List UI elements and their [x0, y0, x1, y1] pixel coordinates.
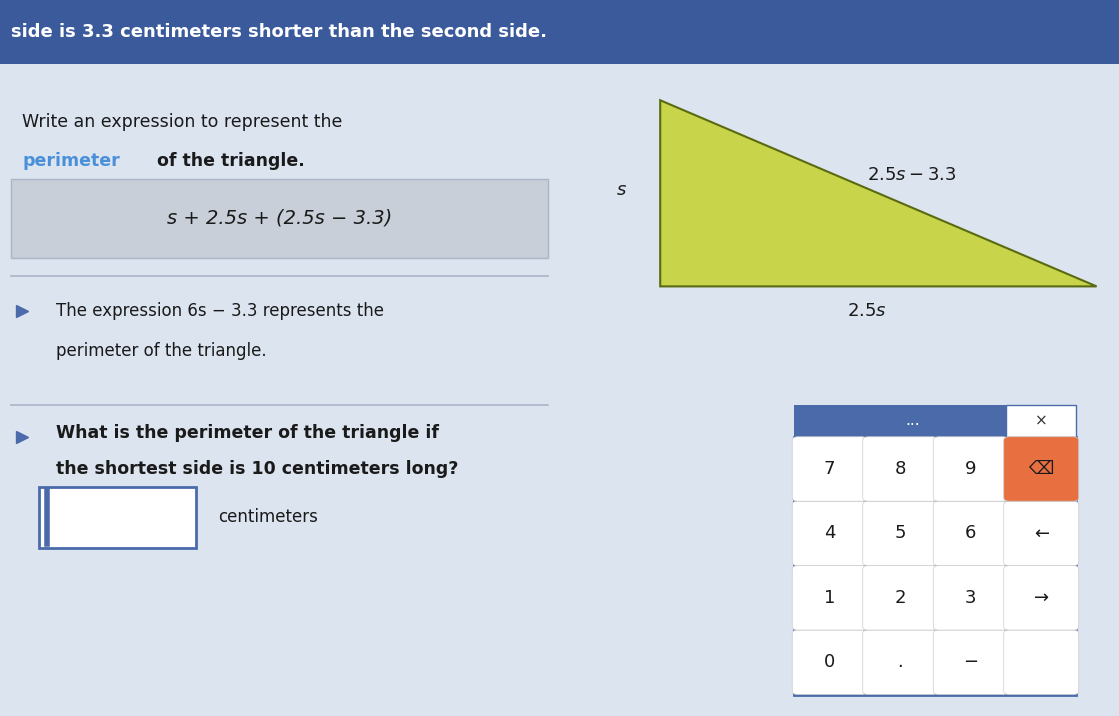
FancyBboxPatch shape: [1004, 501, 1079, 566]
FancyBboxPatch shape: [11, 179, 548, 258]
Text: 8: 8: [894, 460, 906, 478]
Text: 3: 3: [965, 589, 977, 607]
Text: side is 3.3 centimeters shorter than the second side.: side is 3.3 centimeters shorter than the…: [11, 23, 547, 42]
Polygon shape: [660, 100, 1097, 286]
FancyBboxPatch shape: [0, 64, 560, 716]
Text: What is the perimeter of the triangle if: What is the perimeter of the triangle if: [56, 424, 439, 442]
Text: 7: 7: [824, 460, 836, 478]
Text: perimeter: perimeter: [22, 152, 120, 170]
Text: ←: ←: [1034, 524, 1049, 543]
Text: ...: ...: [905, 413, 920, 428]
FancyBboxPatch shape: [792, 566, 867, 630]
FancyBboxPatch shape: [863, 501, 938, 566]
Text: s + 2.5s + (2.5s − 3.3): s + 2.5s + (2.5s − 3.3): [167, 209, 393, 228]
Text: 4: 4: [824, 524, 836, 543]
Text: ×: ×: [1035, 413, 1047, 428]
FancyBboxPatch shape: [1004, 437, 1079, 501]
Text: of the triangle.: of the triangle.: [151, 152, 304, 170]
Text: 5: 5: [894, 524, 906, 543]
FancyBboxPatch shape: [792, 501, 867, 566]
Text: $2.5s$: $2.5s$: [847, 302, 887, 321]
Text: −: −: [963, 653, 978, 672]
Text: 6: 6: [965, 524, 977, 543]
Text: 0: 0: [824, 653, 836, 672]
Text: Write an expression to represent the: Write an expression to represent the: [22, 112, 342, 131]
FancyBboxPatch shape: [792, 630, 867, 695]
FancyBboxPatch shape: [863, 566, 938, 630]
FancyBboxPatch shape: [933, 501, 1008, 566]
Text: $s$: $s$: [615, 180, 627, 199]
Text: $2.5s-3.3$: $2.5s-3.3$: [867, 166, 957, 185]
Text: .: .: [897, 653, 903, 672]
FancyBboxPatch shape: [933, 630, 1008, 695]
FancyBboxPatch shape: [794, 405, 1076, 437]
FancyBboxPatch shape: [560, 64, 1119, 716]
Text: ⌫: ⌫: [1028, 460, 1054, 478]
FancyBboxPatch shape: [792, 437, 867, 501]
Text: 9: 9: [965, 460, 977, 478]
FancyBboxPatch shape: [39, 487, 196, 548]
FancyBboxPatch shape: [794, 437, 1076, 695]
Text: 1: 1: [824, 589, 836, 607]
FancyBboxPatch shape: [1006, 405, 1076, 437]
FancyBboxPatch shape: [933, 437, 1008, 501]
Text: the shortest side is 10 centimeters long?: the shortest side is 10 centimeters long…: [56, 460, 459, 478]
Text: perimeter of the triangle.: perimeter of the triangle.: [56, 342, 266, 360]
FancyBboxPatch shape: [1004, 566, 1079, 630]
Text: 2: 2: [894, 589, 906, 607]
Text: centimeters: centimeters: [218, 508, 318, 526]
FancyBboxPatch shape: [863, 630, 938, 695]
Text: The expression 6s − 3.3 represents the: The expression 6s − 3.3 represents the: [56, 302, 384, 321]
FancyBboxPatch shape: [933, 566, 1008, 630]
FancyBboxPatch shape: [1004, 630, 1079, 695]
FancyBboxPatch shape: [0, 0, 1119, 64]
FancyBboxPatch shape: [863, 437, 938, 501]
Text: →: →: [1034, 589, 1049, 607]
